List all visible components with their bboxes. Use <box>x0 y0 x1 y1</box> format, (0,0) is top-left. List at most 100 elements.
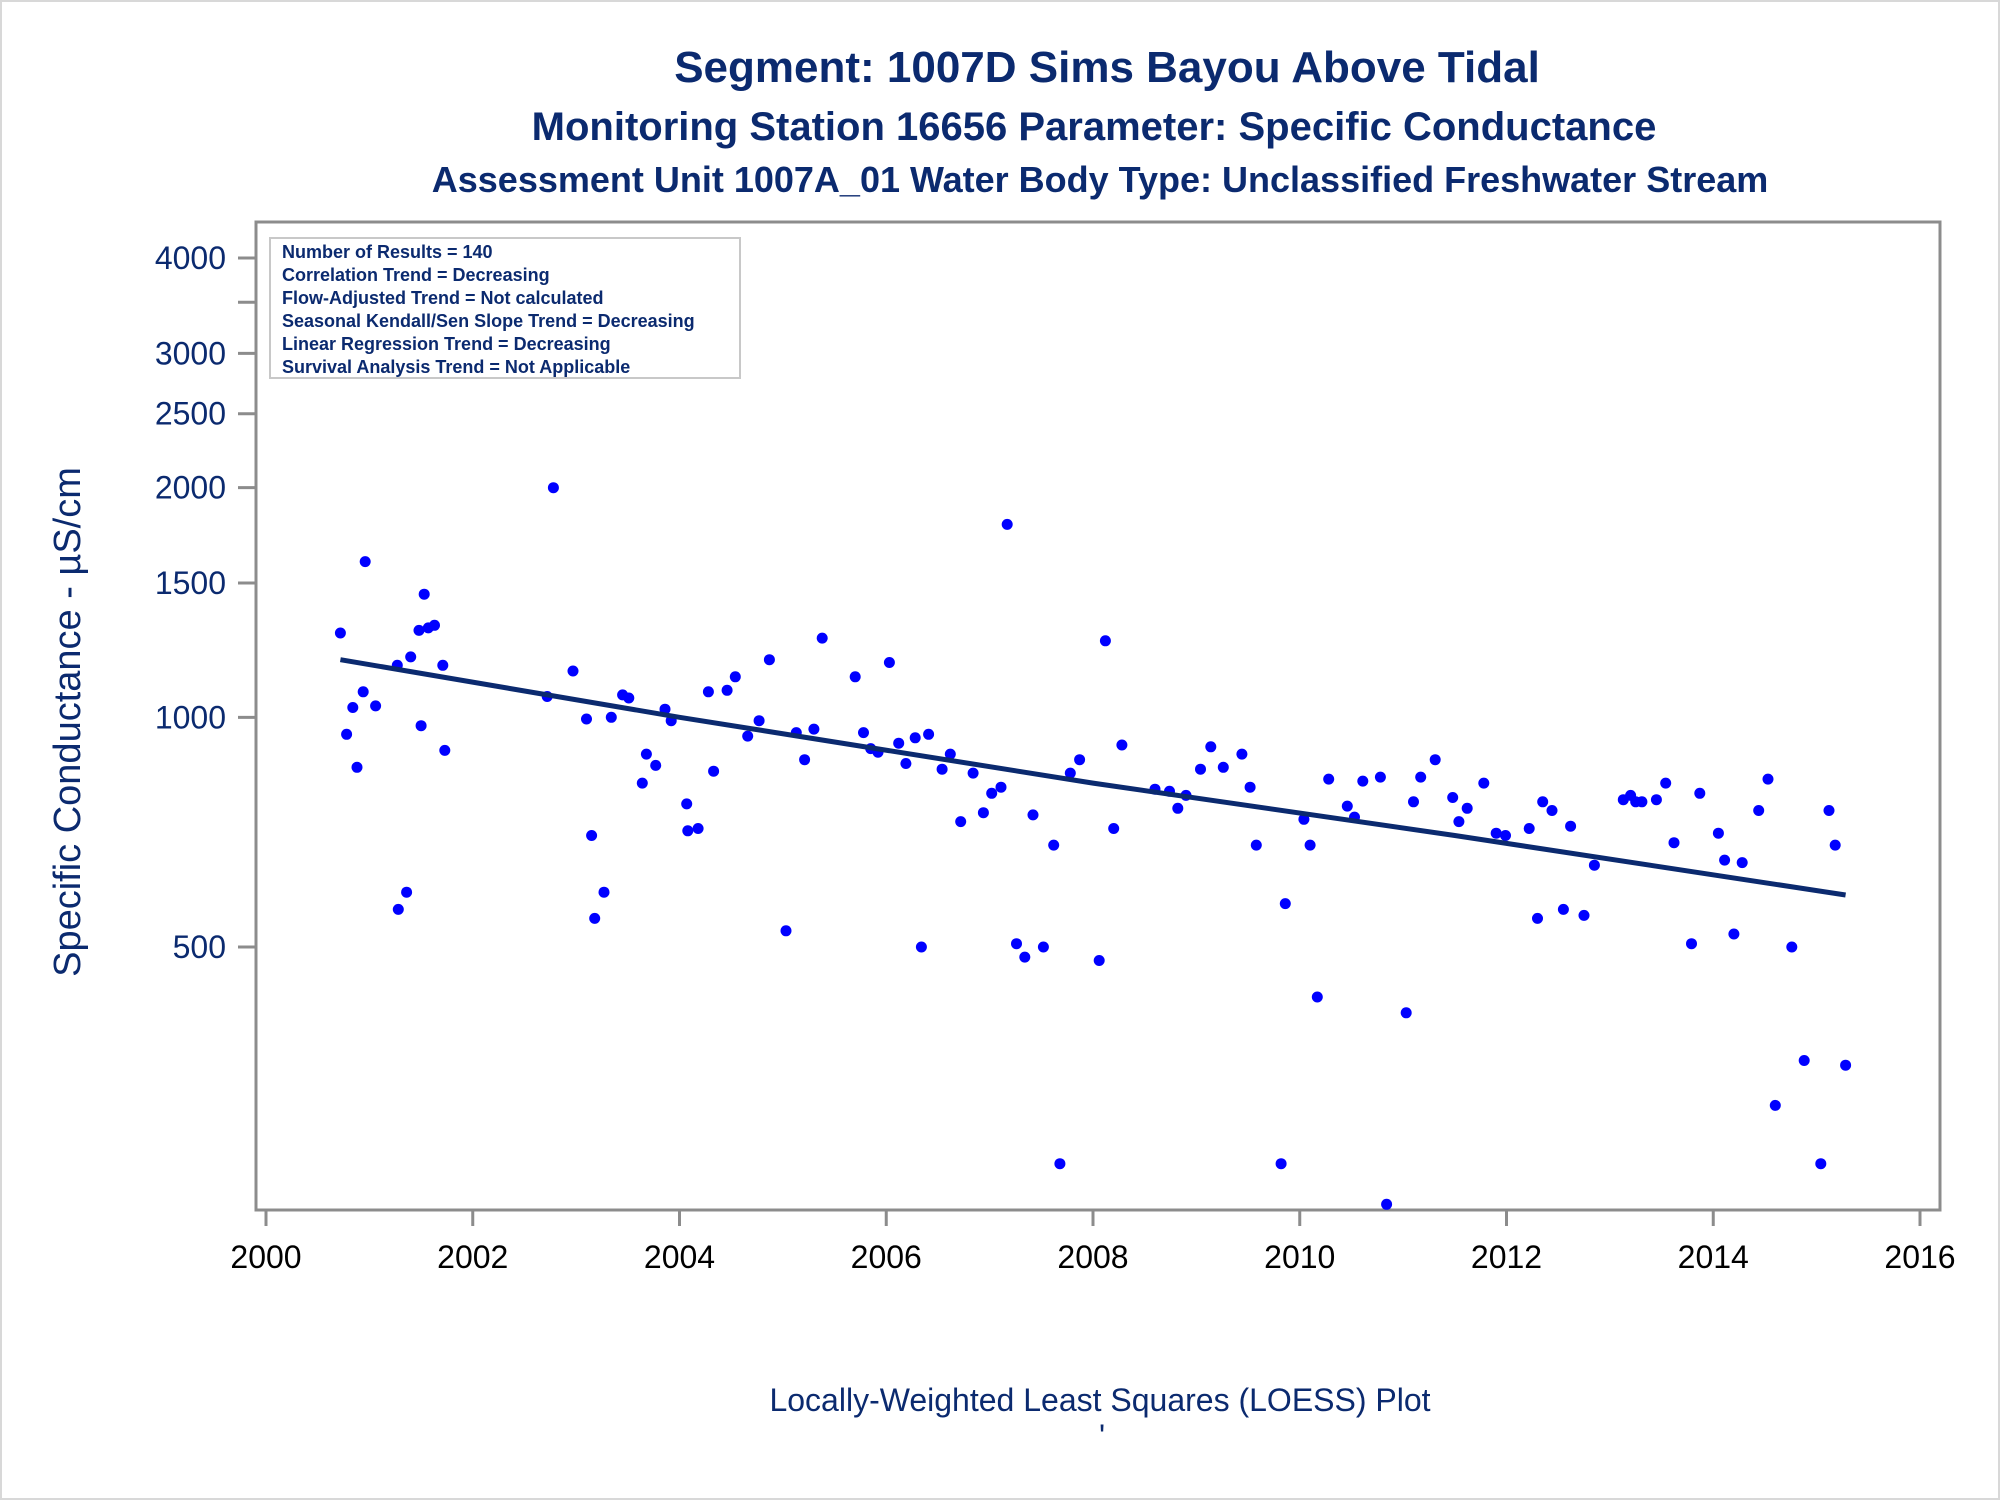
data-point-98 <box>1357 775 1369 787</box>
y-tick-label-2000: 2000 <box>155 470 226 506</box>
data-point-71 <box>1037 941 1049 953</box>
y-tick-label-3000: 3000 <box>155 335 226 371</box>
data-point-56 <box>900 758 912 769</box>
data-point-35 <box>681 798 693 810</box>
data-point-6 <box>359 556 371 568</box>
data-point-47 <box>799 754 811 766</box>
data-point-10 <box>401 886 413 898</box>
data-point-3 <box>347 702 359 713</box>
data-point-109 <box>1490 827 1502 839</box>
x-tick-label-2004: 2004 <box>644 1239 715 1275</box>
data-point-131 <box>1736 857 1748 869</box>
data-point-76 <box>1093 955 1105 966</box>
data-point-85 <box>1205 741 1217 753</box>
chart-subtitle: Monitoring Station 16656 Parameter: Spec… <box>532 105 1657 149</box>
chart-title: Segment: 1007D Sims Bayou Above Tidal <box>674 43 1540 92</box>
data-point-87 <box>1236 748 1248 760</box>
data-point-27 <box>605 711 617 723</box>
data-point-36 <box>682 825 694 837</box>
y-tick-label-2500: 2500 <box>155 396 226 432</box>
data-point-104 <box>1429 754 1441 766</box>
data-point-12 <box>413 624 425 636</box>
data-point-4 <box>351 761 363 773</box>
data-point-114 <box>1546 805 1558 816</box>
data-point-73 <box>1054 1158 1066 1170</box>
data-point-136 <box>1798 1055 1810 1066</box>
data-point-130 <box>1728 928 1740 940</box>
x-axis: 2000 2002 2004 2006 2008 2010 2012 2014 2016 <box>230 1210 1956 1275</box>
data-point-45 <box>780 925 792 937</box>
data-point-60 <box>936 763 948 775</box>
data-point-138 <box>1823 805 1835 816</box>
legend-line-2: Correlation Trend = Decreasing <box>282 265 550 285</box>
x-tick-label-2002: 2002 <box>437 1239 508 1275</box>
data-point-68 <box>1011 938 1022 950</box>
data-point-135 <box>1786 941 1798 953</box>
data-point-107 <box>1461 802 1473 814</box>
legend-line-3: Flow-Adjusted Trend = Not calculated <box>282 288 604 308</box>
data-point-129 <box>1719 854 1731 866</box>
data-point-49 <box>816 632 828 644</box>
data-point-108 <box>1478 777 1490 789</box>
data-point-100 <box>1381 1198 1393 1210</box>
data-point-37 <box>692 823 704 834</box>
data-point-64 <box>977 807 989 819</box>
data-point-78 <box>1108 823 1120 834</box>
y-tick-label-500: 500 <box>173 929 226 965</box>
data-point-63 <box>967 767 979 779</box>
y-tick-label-4000: 4000 <box>155 240 226 276</box>
data-point-43 <box>753 715 765 727</box>
data-point-57 <box>909 732 921 744</box>
data-point-13 <box>415 720 427 732</box>
footnote: Locally-Weighted Least Squares (LOESS) P… <box>769 1382 1430 1418</box>
data-point-23 <box>581 713 592 725</box>
data-point-137 <box>1815 1158 1827 1170</box>
legend-line-1: Number of Results = 140 <box>282 242 493 262</box>
data-point-90 <box>1275 1158 1287 1170</box>
data-point-32 <box>650 759 662 771</box>
x-tick-label-2012: 2012 <box>1471 1239 1542 1275</box>
data-point-54 <box>883 657 895 668</box>
data-point-93 <box>1304 839 1316 851</box>
data-point-117 <box>1578 909 1590 921</box>
data-point-29 <box>623 692 635 704</box>
x-tick-label-2010: 2010 <box>1264 1239 1335 1275</box>
data-point-111 <box>1523 823 1535 834</box>
data-point-124 <box>1660 777 1672 789</box>
x-tick-label-2014: 2014 <box>1678 1239 1749 1275</box>
y-axis: 4000 3000 2500 2000 1500 1000 500 <box>155 240 256 965</box>
data-point-95 <box>1323 773 1335 785</box>
x-tick-label-2016: 2016 <box>1884 1239 1955 1275</box>
y-tick-label-1000: 1000 <box>155 699 226 735</box>
data-point-74 <box>1064 767 1076 779</box>
data-point-5 <box>357 686 369 698</box>
data-point-122 <box>1636 796 1648 808</box>
data-point-18 <box>439 744 451 756</box>
data-point-139 <box>1829 839 1841 851</box>
legend-line-4: Seasonal Kendall/Sen Slope Trend = Decre… <box>282 311 695 331</box>
data-point-55 <box>893 737 905 749</box>
data-point-7 <box>370 700 382 712</box>
data-point-14 <box>418 588 430 600</box>
data-point-77 <box>1099 635 1111 647</box>
data-point-106 <box>1453 816 1465 828</box>
data-point-125 <box>1668 837 1680 849</box>
data-point-88 <box>1244 781 1256 793</box>
data-point-105 <box>1447 792 1459 803</box>
data-point-39 <box>708 765 720 777</box>
data-point-127 <box>1694 787 1706 799</box>
legend-border <box>269 237 741 379</box>
legend-line-5: Linear Regression Trend = Decreasing <box>282 334 611 354</box>
data-point-44 <box>763 654 775 666</box>
data-point-22 <box>567 665 579 677</box>
data-point-40 <box>721 684 733 696</box>
data-point-65 <box>986 787 998 799</box>
data-point-101 <box>1400 1007 1412 1019</box>
data-point-9 <box>392 903 404 915</box>
data-point-16 <box>429 619 440 631</box>
data-point-38 <box>702 686 714 698</box>
data-point-30 <box>636 777 648 789</box>
y-axis-label: Specific Conductance - µS/cm <box>47 467 89 977</box>
data-point-20 <box>547 482 559 494</box>
